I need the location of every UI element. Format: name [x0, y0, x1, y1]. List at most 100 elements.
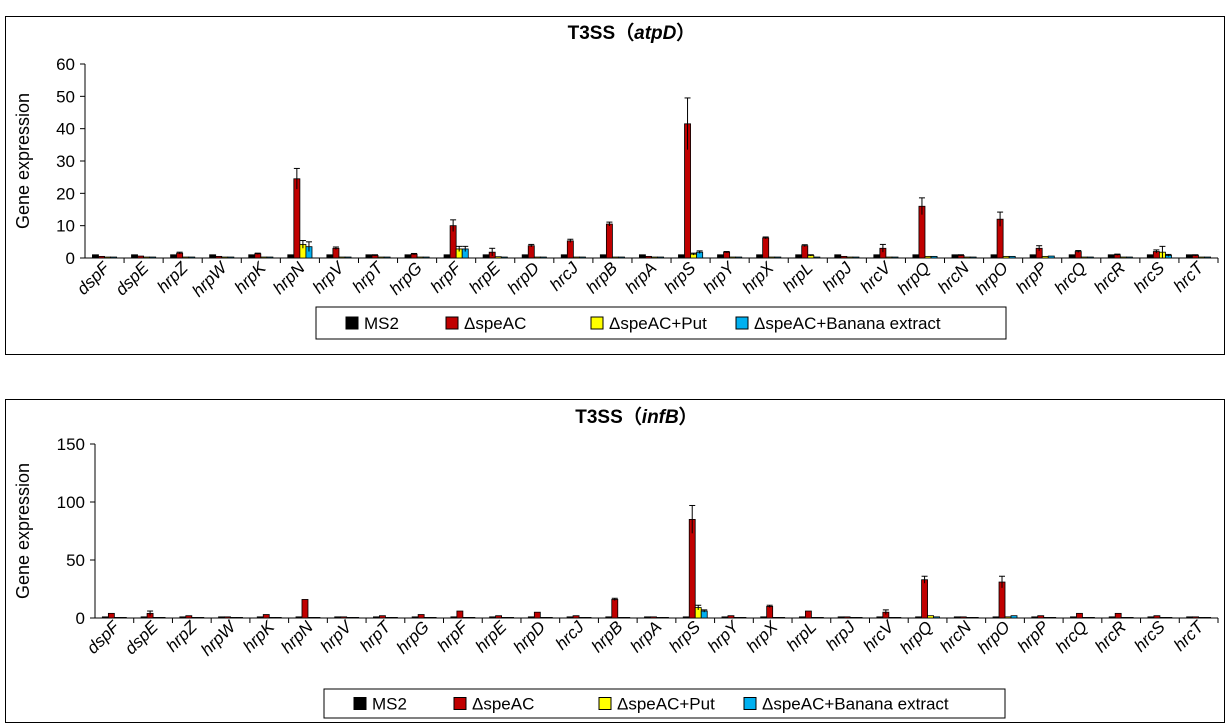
chart1-bar-dspF-s1 — [107, 612, 115, 619]
chart1-bar-hrpP-s3 — [1049, 617, 1057, 619]
chart0-bar-hrcR-s2 — [1119, 256, 1127, 259]
chart0-bar-hrpV-s0 — [326, 254, 334, 259]
chart1-x-tick-label-dspF: dspF — [83, 616, 124, 657]
chart0-bar-hrpZ-s3 — [188, 256, 196, 259]
chart1-bar-hrcJ-s0 — [566, 616, 574, 619]
chart0-y-tick-label: 30 — [56, 152, 75, 171]
chart0-x-tick-label-hrpK: hrpK — [231, 258, 270, 297]
chart1-x-tick-label-dspE: dspE — [121, 617, 162, 658]
chart1-x-tick-label-hrpQ: hrpQ — [896, 617, 936, 657]
chart0-y-tick-label: 60 — [56, 55, 75, 74]
chart0-bar-hrcJ-s0 — [560, 254, 568, 259]
chart0-bar-hrpP-s3 — [1047, 255, 1055, 259]
chart0-x-tick-label-hrpT: hrpT — [349, 257, 388, 296]
chart1-bar-hrpX-s3 — [778, 617, 786, 619]
chart0-x-tick-label-hrpB: hrpB — [582, 258, 621, 297]
chart1-x-tick-label-hrcQ: hrcQ — [1052, 617, 1091, 656]
chart1-bar-hrpE-s3 — [507, 617, 515, 619]
chart1-bar-hrpW-s3 — [236, 617, 243, 619]
chart0-bar-hrpL-s3 — [813, 256, 821, 259]
chart1-bar-hrpG-s2 — [423, 617, 431, 619]
chart0-bar-hrpA-s3 — [657, 256, 665, 259]
chart1-bar-hrcR-s1 — [1114, 612, 1122, 619]
chart1-bar-hrpA-s2 — [656, 617, 663, 619]
chart1-bar-hrpB-s0 — [605, 616, 613, 619]
chart1-legend-swatch-s1 — [453, 697, 467, 710]
chart0-x-tick-label-hrcV: hrcV — [857, 257, 896, 296]
chart0-bar-hrpN-s0 — [287, 254, 295, 259]
chart0-x-tick-label-hrpW: hrpW — [188, 257, 232, 301]
chart0-bar-hrpG-s2 — [416, 256, 424, 259]
chart1-legend-swatch-s2 — [598, 697, 612, 710]
chart1-x-tick-label-hrpK: hrpK — [239, 617, 278, 656]
chart0-x-tick-label-hrpO: hrpO — [972, 258, 1012, 298]
chart0-x-tick-label-hrcT: hrcT — [1170, 257, 1209, 296]
chart1-y-tick-label: 50 — [66, 551, 85, 570]
chart0-bar-hrpD-s0 — [521, 254, 529, 259]
chart1-x-tick-label-hrpZ: hrpZ — [162, 617, 201, 656]
chart1-bar-hrpK-s1 — [262, 614, 270, 619]
chart0-bar-hrpJ-s3 — [852, 256, 860, 259]
chart0-bar-hrpZ-s0 — [170, 254, 178, 259]
chart0-y-tick-label: 0 — [66, 249, 75, 268]
chart0-bar-hrpZ-s2 — [182, 256, 190, 259]
chart0-legend-label-s1: ΔspeAC — [464, 314, 526, 333]
chart1-y-tick-label: 0 — [76, 609, 85, 628]
chart0-x-tick-label-hrpQ: hrpQ — [894, 258, 934, 298]
chart1-y-tick-label: 100 — [57, 493, 85, 512]
chart0-bar-hrpY-s0 — [717, 254, 724, 259]
chart0-bar-hrcQ-s0 — [1068, 254, 1076, 259]
chart1-bar-hrpL-s0 — [798, 616, 806, 619]
chart1-bar-hrpV-s0 — [334, 616, 342, 619]
chart1-bar-hrpW-s2 — [230, 617, 237, 619]
chart1-x-tick-label-hrcT: hrcT — [1170, 616, 1209, 655]
chart0-legend-swatch-s1 — [445, 316, 459, 330]
chart0-bar-hrpA-s1 — [645, 255, 652, 259]
chart1-title-paren-close: ） — [679, 405, 698, 428]
chart1-bar-hrpK-s0 — [256, 616, 264, 619]
chart1-bar-hrpO-s3 — [1010, 615, 1018, 619]
chart1-bar-hrcJ-s1 — [572, 615, 580, 619]
chart0-x-tick-label-hrpD: hrpD — [504, 258, 543, 297]
chart0-legend-label-s2: ΔspeAC+Put — [609, 314, 707, 333]
chart0-legend-label-s3: ΔspeAC+Banana extract — [754, 314, 941, 333]
chart1-bar-hrpB-s3 — [623, 617, 631, 619]
chart1-bar-hrpJ-s3 — [855, 617, 863, 619]
chart0-x-tick-label-hrpZ: hrpZ — [153, 258, 192, 297]
chart1-bar-hrpT-s2 — [385, 617, 392, 619]
chart1-legend-swatch-s0 — [353, 697, 367, 710]
chart0-bar-hrpG-s3 — [422, 256, 430, 259]
chart0-bar-hrpW-s0 — [209, 254, 217, 259]
chart1-bar-hrpO-s0 — [992, 616, 1000, 619]
chart0-title-paren-close: ） — [676, 21, 695, 44]
chart1-legend-label-s0: MS2 — [372, 695, 407, 714]
chart1-legend-label-s2: ΔspeAC+Put — [617, 695, 715, 714]
chart1-bar-hrpV-s3 — [352, 617, 360, 619]
chart0-bar-hrpY-s2 — [729, 256, 737, 259]
chart1-bar-dspE-s0 — [140, 616, 148, 619]
chart1-bar-dspF-s3 — [119, 617, 127, 619]
chart0-bar-hrpS-s0 — [678, 254, 685, 259]
chart1-bar-hrpT-s1 — [379, 615, 386, 619]
chart1-bar-hrcT-s0 — [1186, 616, 1194, 619]
chart1-bar-dspE-s3 — [158, 617, 166, 619]
chart0-bar-hrpQ-s2 — [924, 255, 932, 259]
chart0-x-tick-label-hrcJ: hrcJ — [546, 258, 582, 294]
chart1-x-tick-label-hrcN: hrcN — [936, 617, 975, 656]
chart1-bar-hrcR-s3 — [1126, 617, 1134, 619]
chart0-bar-hrpX-s2 — [768, 256, 776, 259]
chart0-x-tick-label-hrpY: hrpY — [700, 257, 740, 297]
chart1-bar-hrcV-s2 — [888, 617, 896, 619]
chart1-bar-hrpX-s2 — [772, 617, 780, 619]
chart0-x-tick-label-hrpX: hrpX — [739, 258, 778, 297]
chart1-x-tick-label-hrcJ: hrcJ — [552, 617, 588, 653]
chart0-x-tick-label-hrcR: hrcR — [1090, 258, 1129, 297]
chart1-bar-hrpZ-s1 — [185, 615, 193, 619]
chart1-legend-label-s3: ΔspeAC+Banana extract — [762, 695, 949, 714]
chart0-x-tick-label-hrcN: hrcN — [934, 258, 973, 297]
chart0-bar-hrpO-s3 — [1008, 255, 1016, 259]
chart0-x-tick-label-hrpF: hrpF — [427, 257, 466, 296]
chart0-bar-hrpE-s3 — [500, 256, 508, 259]
chart0-bar-hrcV-s2 — [885, 256, 893, 259]
chart0-x-tick-label-hrpS: hrpS — [661, 258, 700, 297]
